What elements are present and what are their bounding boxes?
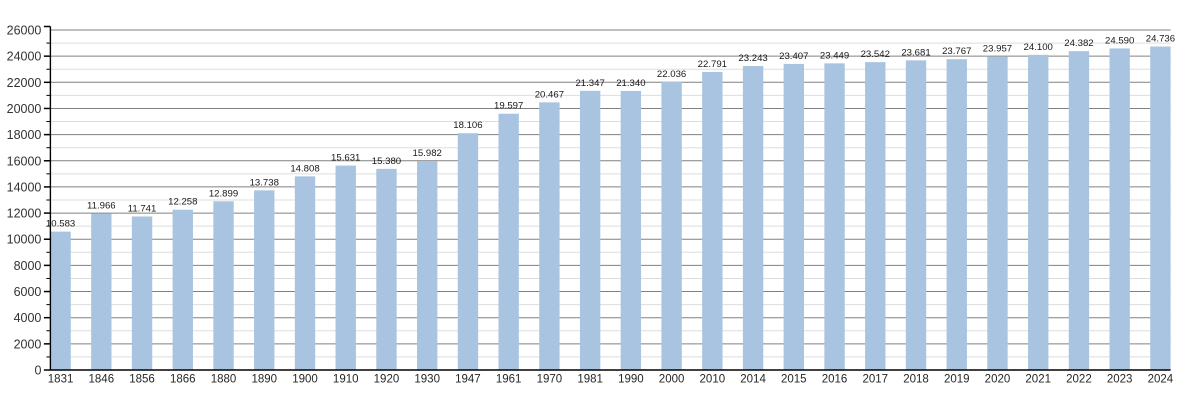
- svg-text:24000: 24000: [7, 50, 42, 64]
- svg-text:19.597: 19.597: [494, 101, 523, 112]
- svg-text:23.542: 23.542: [861, 49, 890, 60]
- svg-text:23.407: 23.407: [779, 51, 808, 62]
- svg-text:23.957: 23.957: [983, 44, 1012, 55]
- svg-text:16000: 16000: [7, 154, 42, 168]
- svg-text:22.791: 22.791: [698, 59, 727, 70]
- svg-text:21.347: 21.347: [575, 78, 604, 89]
- svg-text:11.741: 11.741: [128, 203, 157, 214]
- svg-text:1831: 1831: [48, 374, 74, 386]
- svg-text:1947: 1947: [455, 374, 481, 386]
- svg-text:18.106: 18.106: [453, 120, 482, 131]
- svg-text:13.738: 13.738: [250, 177, 279, 188]
- svg-text:12.899: 12.899: [209, 188, 238, 199]
- svg-text:14.808: 14.808: [290, 163, 319, 174]
- svg-text:2015: 2015: [781, 374, 807, 386]
- svg-text:23.449: 23.449: [820, 50, 849, 61]
- svg-text:12.258: 12.258: [168, 197, 197, 208]
- svg-text:2019: 2019: [944, 374, 970, 386]
- svg-text:2024: 2024: [1148, 374, 1174, 386]
- svg-text:4000: 4000: [14, 311, 42, 325]
- svg-text:24.590: 24.590: [1105, 35, 1134, 46]
- svg-text:1930: 1930: [414, 374, 440, 386]
- svg-text:11.966: 11.966: [87, 201, 116, 212]
- svg-text:2014: 2014: [740, 374, 766, 386]
- svg-text:24.382: 24.382: [1064, 38, 1093, 49]
- svg-text:24.736: 24.736: [1146, 34, 1175, 45]
- svg-text:1900: 1900: [292, 374, 318, 386]
- svg-text:23.243: 23.243: [738, 53, 767, 64]
- svg-text:2021: 2021: [1025, 374, 1051, 386]
- svg-text:2020: 2020: [985, 374, 1011, 386]
- svg-text:12000: 12000: [7, 207, 42, 221]
- svg-text:23.681: 23.681: [901, 47, 930, 58]
- svg-text:15.982: 15.982: [413, 148, 442, 159]
- svg-text:23.767: 23.767: [942, 46, 971, 57]
- svg-text:1990: 1990: [618, 374, 644, 386]
- svg-text:1910: 1910: [333, 374, 359, 386]
- svg-text:1970: 1970: [537, 374, 563, 386]
- svg-text:2023: 2023: [1107, 374, 1133, 386]
- svg-text:1856: 1856: [129, 374, 155, 386]
- svg-text:2000: 2000: [14, 337, 42, 351]
- svg-text:2000: 2000: [659, 374, 685, 386]
- svg-text:26000: 26000: [7, 24, 42, 38]
- svg-text:2022: 2022: [1066, 374, 1092, 386]
- svg-text:15.631: 15.631: [331, 153, 360, 164]
- svg-text:15.380: 15.380: [372, 156, 401, 167]
- svg-text:10000: 10000: [7, 233, 42, 247]
- svg-text:22000: 22000: [7, 76, 42, 90]
- svg-text:2010: 2010: [700, 374, 726, 386]
- svg-text:0: 0: [34, 364, 41, 378]
- svg-text:2018: 2018: [903, 374, 929, 386]
- svg-text:22.036: 22.036: [657, 69, 686, 80]
- svg-text:6000: 6000: [14, 285, 42, 299]
- svg-text:1920: 1920: [374, 374, 400, 386]
- svg-text:1981: 1981: [577, 374, 603, 386]
- svg-text:1866: 1866: [170, 374, 196, 386]
- svg-text:20.467: 20.467: [535, 89, 564, 100]
- svg-text:8000: 8000: [14, 259, 42, 273]
- svg-text:1880: 1880: [211, 374, 237, 386]
- svg-text:1846: 1846: [89, 374, 115, 386]
- svg-text:1961: 1961: [496, 374, 522, 386]
- svg-text:14000: 14000: [7, 180, 42, 194]
- svg-text:10.583: 10.583: [46, 219, 75, 230]
- svg-text:2017: 2017: [862, 374, 888, 386]
- svg-text:20000: 20000: [7, 102, 42, 116]
- svg-text:2016: 2016: [822, 374, 848, 386]
- svg-text:18000: 18000: [7, 128, 42, 142]
- svg-text:21.340: 21.340: [616, 78, 645, 89]
- svg-text:24.100: 24.100: [1024, 42, 1053, 53]
- svg-text:1890: 1890: [251, 374, 277, 386]
